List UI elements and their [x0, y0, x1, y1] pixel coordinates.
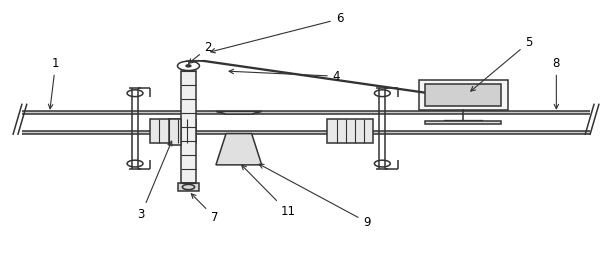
Text: 3: 3 — [138, 141, 172, 221]
Text: 8: 8 — [553, 57, 560, 109]
Bar — [169, 119, 181, 145]
Bar — [22, 131, 590, 134]
Text: 2: 2 — [188, 41, 212, 63]
Bar — [151, 119, 196, 143]
Text: 4: 4 — [229, 69, 340, 83]
Circle shape — [186, 65, 191, 67]
Bar — [425, 121, 501, 124]
Text: 7: 7 — [192, 194, 218, 223]
Text: 5: 5 — [471, 36, 532, 91]
Polygon shape — [216, 111, 262, 114]
Bar — [425, 84, 501, 106]
Bar — [177, 183, 199, 191]
Text: 6: 6 — [211, 12, 343, 53]
Bar — [181, 71, 196, 183]
Text: 9: 9 — [259, 164, 371, 229]
Text: 11: 11 — [242, 165, 295, 218]
Bar — [419, 80, 507, 110]
Text: 1: 1 — [48, 57, 59, 109]
Polygon shape — [216, 134, 262, 165]
Bar — [327, 119, 373, 143]
Bar — [22, 111, 590, 114]
